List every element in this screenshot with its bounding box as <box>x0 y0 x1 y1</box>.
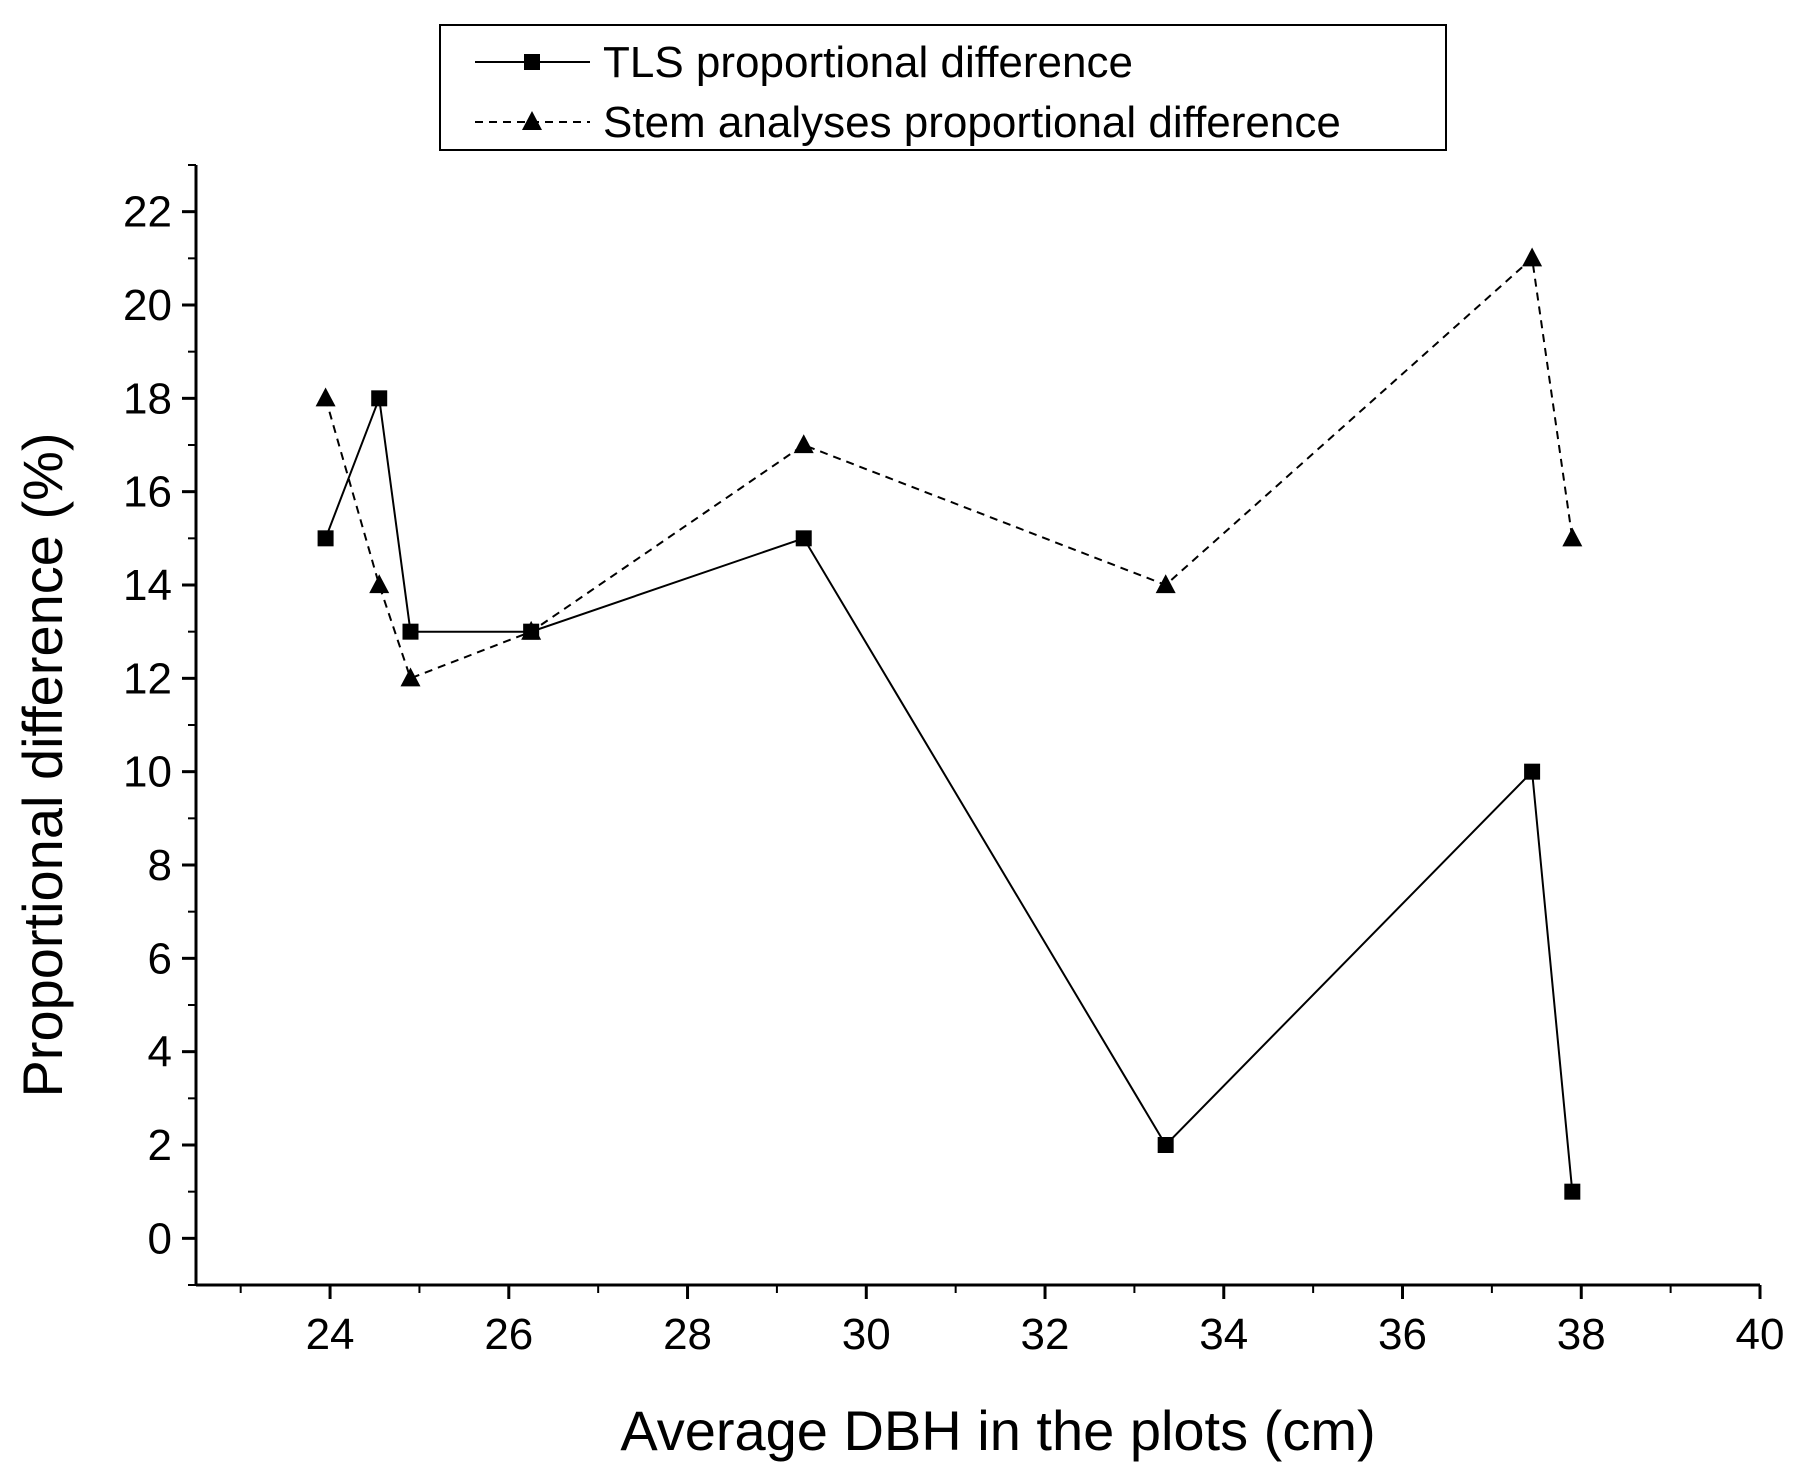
x-tick-label: 34 <box>1199 1310 1248 1359</box>
legend-triangle-marker-icon <box>522 111 542 130</box>
data-point <box>1564 1183 1581 1200</box>
series-stem-analyses <box>315 247 1583 687</box>
legend: TLS proportional difference Stem analyse… <box>439 24 1447 151</box>
legend-label-tls: TLS proportional difference <box>603 38 1133 87</box>
data-point <box>793 434 814 454</box>
data-point <box>371 390 388 407</box>
y-axis-title: Proportional difference (%) <box>11 432 74 1097</box>
y-tick-label: 22 <box>123 188 172 237</box>
y-tick-label: 16 <box>123 468 172 517</box>
data-point <box>1157 1137 1174 1153</box>
y-tick-label: 6 <box>148 934 172 983</box>
x-tick-label: 28 <box>663 1310 712 1359</box>
x-axis-title: Average DBH in the plots (cm) <box>620 1399 1375 1462</box>
y-axis-ticks: 0 2 4 6 8 10 12 14 16 18 20 22 <box>123 164 196 1286</box>
x-tick-label: 38 <box>1557 1310 1606 1359</box>
series-line <box>324 397 1574 1192</box>
x-tick-label: 36 <box>1378 1310 1427 1359</box>
x-axis-ticks: 24 26 28 30 32 34 36 38 40 <box>239 1285 1785 1359</box>
legend-label-stem-analyses: Stem analyses proportional difference <box>603 98 1341 147</box>
data-point <box>317 530 334 547</box>
data-point <box>795 530 812 547</box>
y-tick-label: 4 <box>148 1028 172 1077</box>
series-tls <box>317 390 1581 1200</box>
y-tick-label: 8 <box>148 841 172 890</box>
y-tick-label: 20 <box>123 281 172 330</box>
x-tick-label: 32 <box>1021 1310 1070 1359</box>
data-point <box>1155 574 1176 594</box>
legend-box <box>439 24 1447 151</box>
data-point <box>1522 247 1543 267</box>
y-tick-label: 10 <box>123 748 172 797</box>
x-tick-label: 30 <box>842 1310 891 1359</box>
series-group <box>315 247 1583 1200</box>
legend-item-tls: TLS proportional difference <box>475 38 1133 87</box>
data-point <box>1562 527 1583 547</box>
y-tick-label: 18 <box>123 374 172 423</box>
x-tick-label: 24 <box>306 1310 355 1359</box>
data-point <box>315 387 336 407</box>
x-tick-label: 26 <box>484 1310 533 1359</box>
data-point <box>369 574 390 594</box>
y-tick-label: 12 <box>123 654 172 703</box>
data-point <box>400 667 421 687</box>
series-line <box>324 256 1574 680</box>
x-tick-label: 40 <box>1736 1310 1785 1359</box>
y-tick-label: 14 <box>123 561 172 610</box>
legend-square-marker-icon <box>524 54 540 70</box>
legend-item-stem-analyses: Stem analyses proportional difference <box>475 98 1341 147</box>
y-tick-label: 0 <box>148 1214 172 1263</box>
y-tick-label: 2 <box>148 1121 172 1170</box>
data-point <box>1524 763 1541 780</box>
data-point <box>402 623 419 640</box>
data-point <box>521 620 542 640</box>
